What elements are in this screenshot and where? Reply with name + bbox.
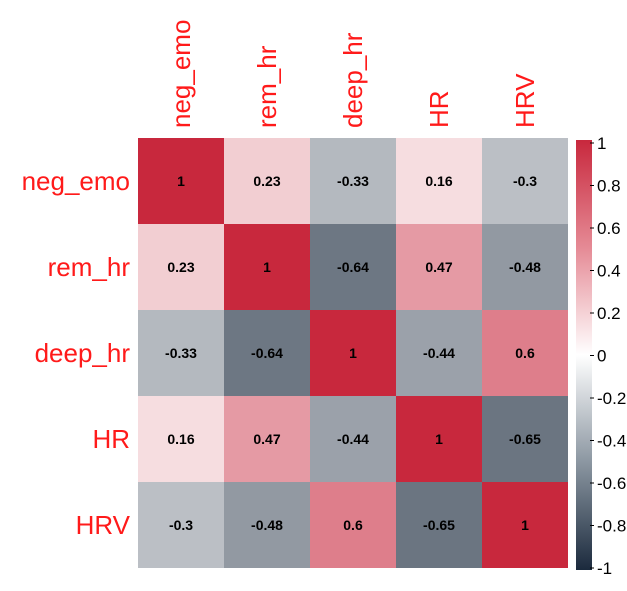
column-label: HRV — [510, 73, 540, 128]
cell-value-label: -0.33 — [165, 345, 197, 361]
cell-value-label: 0.6 — [515, 345, 535, 361]
heatmap-cell — [482, 138, 568, 224]
colorbar-tick-label: -0.8 — [597, 517, 626, 536]
cell-value-label: -0.65 — [423, 517, 455, 533]
heatmap-cell — [396, 482, 482, 568]
heatmap-cell — [396, 224, 482, 310]
column-label: rem_hr — [252, 45, 282, 128]
colorbar-ticks: 1 0.8 0.6 0.4 0.2 0 -0.2 -0.4 -0.6 -0.8 -1 — [590, 134, 626, 578]
cell-value-label: 0.23 — [253, 173, 280, 189]
heatmap-cell — [482, 310, 568, 396]
colorbar-tick-label: -0.6 — [597, 474, 626, 493]
cell-value-label: 0.23 — [167, 259, 194, 275]
cell-value-label: -0.65 — [509, 431, 541, 447]
heatmap-cell — [310, 310, 396, 396]
colorbar-tick-label: 0 — [597, 347, 606, 366]
colorbar-tick-label: -0.4 — [597, 432, 626, 451]
heatmap-cell — [482, 396, 568, 482]
colorbar-tick-label: 0.8 — [597, 177, 621, 196]
colorbar-tick-label: 0.4 — [597, 262, 621, 281]
heatmap-cell — [482, 482, 568, 568]
cell-value-label: 1 — [349, 345, 357, 361]
heatmap-cell — [396, 138, 482, 224]
heatmap-cell — [224, 396, 310, 482]
heatmap-cell — [396, 396, 482, 482]
column-label: deep_hr — [338, 32, 368, 128]
heatmap-cell — [138, 310, 224, 396]
row-label: HR — [92, 424, 130, 454]
heatmap-cell — [138, 224, 224, 310]
heatmap-cell — [224, 310, 310, 396]
cell-value-label: -0.48 — [251, 517, 283, 533]
column-label: neg_emo — [166, 20, 196, 128]
heatmap-cells — [138, 138, 568, 568]
heatmap-cell — [224, 224, 310, 310]
cell-value-label: -0.64 — [251, 345, 283, 361]
row-label: rem_hr — [48, 252, 131, 282]
cell-value-label: -0.44 — [337, 431, 369, 447]
cell-value-label: -0.3 — [513, 173, 537, 189]
heatmap-cell — [310, 396, 396, 482]
cell-value-label: 0.16 — [425, 173, 452, 189]
heatmap-cell — [310, 138, 396, 224]
cell-value-label: 0.47 — [425, 259, 452, 275]
colorbar — [576, 140, 592, 570]
heatmap-cell — [224, 482, 310, 568]
colorbar-tick-label: 0.2 — [597, 304, 621, 323]
cell-value-label: 1 — [263, 259, 271, 275]
row-label: HRV — [76, 510, 131, 540]
cell-value-label: 0.47 — [253, 431, 280, 447]
cell-value-label: -0.48 — [509, 259, 541, 275]
cell-value-label: 1 — [521, 517, 529, 533]
colorbar-tick-label: -1 — [597, 559, 612, 578]
row-labels: neg_emo rem_hr deep_hr HR HRV — [22, 166, 131, 540]
colorbar-tick-label: 1 — [597, 134, 606, 153]
heatmap-cell-values: 1 0.23 -0.33 0.16 -0.3 0.23 1 -0.64 0.47 -0.48 -0.… — [165, 173, 541, 533]
cell-value-label: -0.44 — [423, 345, 455, 361]
heatmap-cell — [396, 310, 482, 396]
heatmap-cell — [138, 482, 224, 568]
heatmap-cell — [138, 396, 224, 482]
colorbar-tick-label: 0.6 — [597, 219, 621, 238]
column-labels: neg_emo rem_hr deep_hr HR HRV — [166, 20, 540, 128]
colorbar-tick-label: -0.2 — [597, 389, 626, 408]
cell-value-label: 1 — [177, 173, 185, 189]
heatmap-cell — [138, 138, 224, 224]
heatmap-cell — [310, 224, 396, 310]
heatmap-cell — [482, 224, 568, 310]
cell-value-label: -0.33 — [337, 173, 369, 189]
cell-value-label: -0.64 — [337, 259, 369, 275]
cell-value-label: -0.3 — [169, 517, 193, 533]
heatmap-cell — [310, 482, 396, 568]
cell-value-label: 0.16 — [167, 431, 194, 447]
cell-value-label: 1 — [435, 431, 443, 447]
column-label: HR — [424, 90, 454, 128]
heatmap-cell — [224, 138, 310, 224]
row-label: neg_emo — [22, 166, 130, 196]
cell-value-label: 0.6 — [343, 517, 363, 533]
row-label: deep_hr — [35, 338, 131, 368]
